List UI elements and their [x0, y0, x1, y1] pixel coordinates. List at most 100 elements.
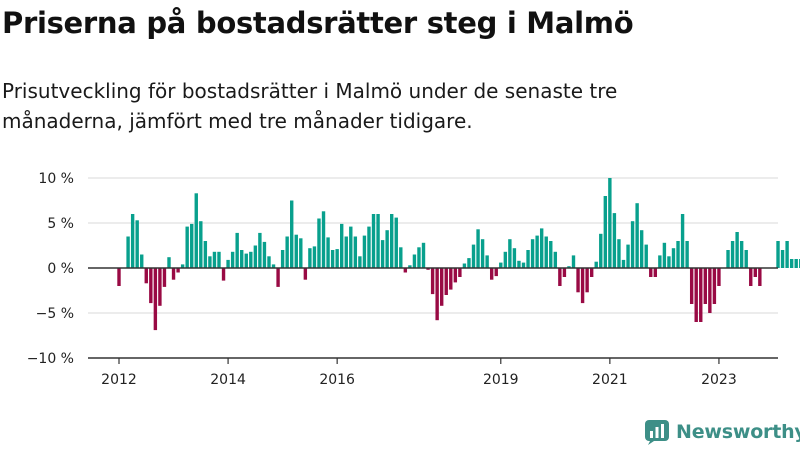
bar: [426, 268, 430, 270]
bar: [308, 248, 312, 268]
bar: [376, 214, 380, 268]
bar: [394, 217, 398, 268]
bar: [730, 241, 735, 268]
bar-layer: [117, 178, 800, 331]
bar: [303, 268, 308, 280]
bar: [549, 241, 553, 268]
bar: [562, 268, 567, 277]
bar: [517, 260, 521, 268]
bar: [421, 242, 426, 268]
bar: [708, 268, 712, 313]
bar: [390, 214, 394, 268]
bar: [694, 268, 698, 322]
bar: [758, 268, 762, 286]
bar: [753, 268, 757, 277]
bar: [680, 214, 685, 268]
bar: [485, 255, 489, 268]
bar: [508, 239, 512, 268]
bar: [140, 254, 144, 268]
bar: [162, 268, 167, 287]
bar: [349, 226, 353, 268]
bar: [589, 268, 594, 277]
bar: [667, 256, 671, 268]
bar: [353, 236, 358, 268]
bar: [190, 223, 194, 268]
bar: [544, 236, 548, 268]
bar: [480, 239, 485, 268]
bar: [299, 238, 303, 268]
y-tick-label: −10 %: [27, 351, 74, 367]
bar: [117, 268, 121, 286]
bar: [626, 244, 630, 268]
bar: [253, 245, 258, 268]
bar: [153, 268, 158, 331]
bar: [294, 234, 298, 268]
bar: [126, 236, 130, 268]
bar: [199, 221, 203, 268]
bar: [171, 268, 176, 280]
bar: [399, 247, 403, 268]
bar: [144, 268, 148, 284]
bar: [290, 200, 294, 268]
bar: [340, 223, 344, 268]
bar: [744, 250, 748, 268]
bar: [630, 221, 635, 268]
bar: [735, 232, 739, 268]
bar: [185, 226, 189, 268]
bar: [362, 235, 367, 268]
bar-chart: 10 % 5 % 0 % −5 % −10 % 2012 2014 2016 2019 2021 2…: [27, 171, 800, 388]
bar: [240, 250, 244, 268]
bar: [462, 263, 467, 268]
bar: [226, 259, 230, 268]
bar: [267, 256, 271, 268]
bar: [649, 268, 653, 277]
bar: [412, 254, 417, 268]
bar: [712, 268, 717, 304]
bar: [212, 251, 217, 268]
bar: [230, 251, 235, 268]
bar: [644, 244, 648, 268]
bar: [235, 232, 239, 268]
bar: [526, 250, 530, 268]
x-tick-label: 2014: [210, 372, 246, 388]
axis-layer: [88, 267, 778, 364]
bar: [599, 233, 603, 268]
bar: [739, 241, 744, 268]
bar: [208, 256, 212, 268]
bar: [444, 268, 448, 295]
brand-name: Newsworthy: [676, 421, 800, 443]
bar: [585, 268, 589, 293]
bar: [749, 268, 753, 286]
bar: [317, 218, 321, 268]
bar: [417, 247, 421, 268]
bar: [321, 211, 326, 268]
y-tick-label: 10 %: [38, 171, 74, 187]
bar: [285, 236, 289, 268]
bar: [385, 230, 389, 268]
bar: [203, 241, 208, 268]
page-title: Priserna på bostadsrätter steg i Malmö: [2, 6, 634, 40]
bar: [176, 268, 180, 273]
bar: [499, 262, 503, 268]
bar: [621, 259, 626, 268]
bar: [471, 244, 476, 268]
bar: [408, 265, 412, 268]
bar: [726, 250, 730, 268]
bar: [458, 268, 462, 277]
bar: [494, 268, 498, 277]
bar: [576, 268, 580, 293]
bar: [312, 246, 317, 268]
bar: [703, 268, 707, 304]
x-tick-label: 2012: [101, 372, 137, 388]
bar: [503, 251, 508, 268]
page-subtitle: Prisutveckling för bostadsrätter i Malmö…: [2, 79, 618, 133]
bar: [149, 268, 153, 304]
y-tick-label: −5 %: [36, 306, 74, 322]
bar: [689, 268, 694, 304]
bar: [580, 268, 585, 304]
bar: [639, 230, 644, 268]
bar: [221, 268, 226, 281]
bar: [244, 253, 248, 268]
bar: [262, 241, 267, 268]
bar: [571, 255, 576, 268]
